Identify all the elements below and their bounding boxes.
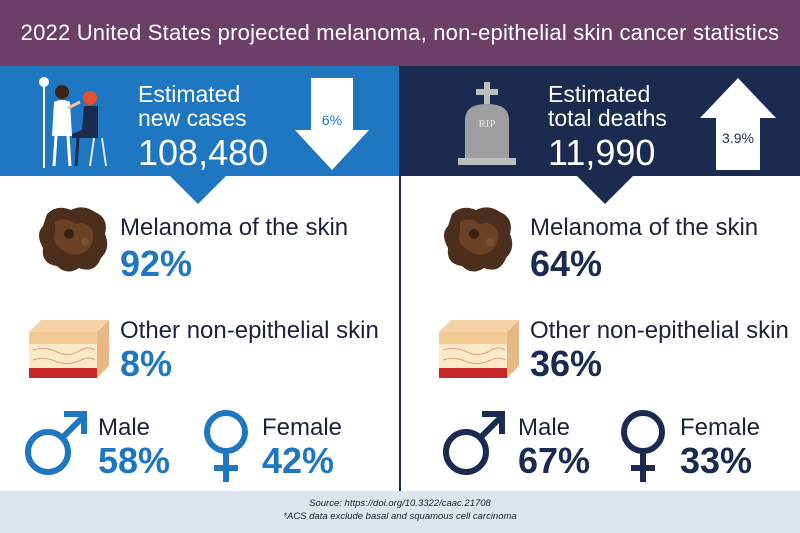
doctor-patient-icon bbox=[39, 77, 107, 168]
tombstone-text: RIP bbox=[478, 118, 496, 130]
skin-layers-icon bbox=[29, 320, 109, 378]
up-arrow-icon bbox=[700, 78, 776, 170]
column-divider bbox=[399, 66, 401, 491]
skin-layers-icon bbox=[439, 320, 519, 378]
data-note: *ACS data exclude basal and squamous cel… bbox=[283, 511, 517, 522]
total-deaths-other-percent: 36% bbox=[530, 343, 603, 384]
total-deaths-number: 11,990 bbox=[548, 132, 656, 173]
female-symbol-icon bbox=[204, 410, 248, 482]
source-citation: Source: https://doi.org/10.3322/caac.217… bbox=[309, 498, 491, 509]
total-deaths-male-percent: 67% bbox=[518, 440, 591, 481]
new-cases-melanoma-label: Melanoma of the skin bbox=[120, 214, 349, 241]
new-cases-change: 6% bbox=[321, 112, 343, 128]
tombstone-icon bbox=[458, 82, 516, 165]
footer: Source: https://doi.org/10.3322/caac.217… bbox=[0, 491, 800, 533]
new-cases-band-pointer bbox=[170, 176, 226, 204]
melanoma-lesion-icon bbox=[444, 207, 513, 272]
new-cases-number: 108,480 bbox=[138, 132, 269, 173]
total-deaths-band-pointer bbox=[577, 176, 633, 204]
total-deaths-melanoma-label: Melanoma of the skin bbox=[530, 214, 759, 241]
total-deaths-female-label: Female bbox=[680, 414, 761, 441]
total-deaths-headline: Estimated total deaths bbox=[548, 81, 667, 131]
new-cases-female-percent: 42% bbox=[262, 440, 335, 481]
female-symbol-icon bbox=[621, 410, 665, 482]
page-title: 2022 United States projected melanoma, n… bbox=[0, 0, 800, 66]
new-cases-headline: Estimated new cases bbox=[138, 81, 247, 131]
new-cases-male-percent: 58% bbox=[98, 440, 171, 481]
male-symbol-icon bbox=[25, 411, 87, 475]
new-cases-melanoma-percent: 92% bbox=[120, 243, 193, 284]
new-cases-female-label: Female bbox=[262, 414, 343, 441]
new-cases-other-label: Other non-epithelial skin bbox=[120, 317, 379, 344]
new-cases-other-percent: 8% bbox=[120, 343, 173, 384]
down-arrow-icon bbox=[295, 78, 369, 170]
total-deaths-male-label: Male bbox=[518, 414, 571, 441]
melanoma-lesion-icon bbox=[39, 207, 108, 272]
total-deaths-female-percent: 33% bbox=[680, 440, 753, 481]
male-symbol-icon bbox=[443, 411, 505, 475]
total-deaths-change: 3.9% bbox=[722, 130, 754, 146]
new-cases-male-label: Male bbox=[98, 414, 151, 441]
total-deaths-other-label: Other non-epithelial skin bbox=[530, 317, 789, 344]
total-deaths-melanoma-percent: 64% bbox=[530, 243, 603, 284]
